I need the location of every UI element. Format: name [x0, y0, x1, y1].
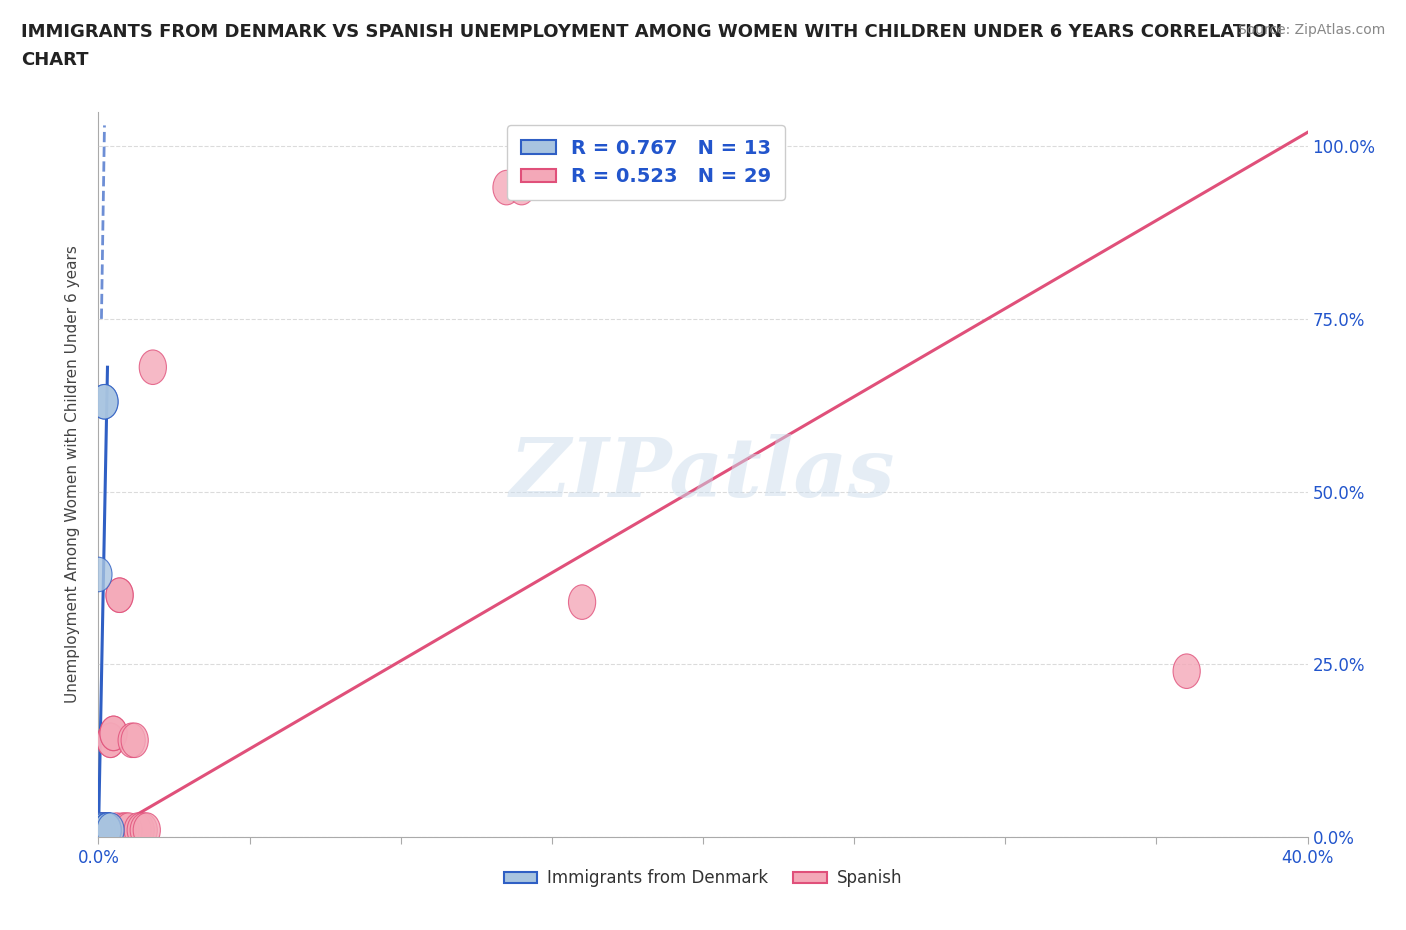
Text: CHART: CHART: [21, 51, 89, 69]
Legend: Immigrants from Denmark, Spanish: Immigrants from Denmark, Spanish: [498, 863, 908, 894]
Y-axis label: Unemployment Among Women with Children Under 6 years: Unemployment Among Women with Children U…: [65, 246, 80, 703]
Text: Source: ZipAtlas.com: Source: ZipAtlas.com: [1237, 23, 1385, 37]
Text: ZIPatlas: ZIPatlas: [510, 434, 896, 514]
Text: IMMIGRANTS FROM DENMARK VS SPANISH UNEMPLOYMENT AMONG WOMEN WITH CHILDREN UNDER : IMMIGRANTS FROM DENMARK VS SPANISH UNEMP…: [21, 23, 1282, 41]
